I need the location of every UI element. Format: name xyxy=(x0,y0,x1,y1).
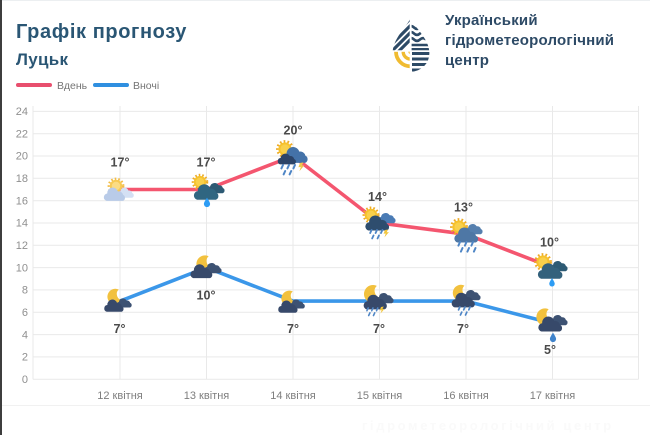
svg-text:24: 24 xyxy=(16,106,28,118)
svg-text:7°: 7° xyxy=(287,322,299,336)
svg-text:10°: 10° xyxy=(540,236,559,250)
svg-text:14°: 14° xyxy=(368,190,387,204)
svg-text:8: 8 xyxy=(22,285,28,297)
svg-text:15 квітня: 15 квітня xyxy=(357,390,403,402)
svg-text:10°: 10° xyxy=(197,289,216,303)
svg-text:4: 4 xyxy=(22,329,28,341)
svg-text:14: 14 xyxy=(16,218,28,230)
svg-text:17°: 17° xyxy=(111,156,130,170)
svg-text:0: 0 xyxy=(22,374,28,386)
svg-text:7°: 7° xyxy=(114,322,126,336)
svg-text:5°: 5° xyxy=(544,343,556,357)
svg-text:17°: 17° xyxy=(197,156,216,170)
svg-text:16 квітня: 16 квітня xyxy=(443,390,489,402)
svg-text:6: 6 xyxy=(22,307,28,319)
svg-text:7°: 7° xyxy=(373,322,385,336)
svg-text:12 квітня: 12 квітня xyxy=(97,390,143,402)
svg-text:22: 22 xyxy=(16,128,28,140)
svg-text:10: 10 xyxy=(16,262,28,274)
svg-text:12: 12 xyxy=(16,240,28,252)
svg-text:14 квітня: 14 квітня xyxy=(270,390,316,402)
svg-text:18: 18 xyxy=(16,173,28,185)
svg-text:2: 2 xyxy=(22,352,28,364)
svg-text:16: 16 xyxy=(16,195,28,207)
svg-text:13°: 13° xyxy=(454,201,473,215)
svg-text:7°: 7° xyxy=(457,322,469,336)
svg-text:20°: 20° xyxy=(284,124,303,138)
svg-text:13 квітня: 13 квітня xyxy=(184,390,230,402)
svg-text:17 квітня: 17 квітня xyxy=(530,390,576,402)
svg-text:20: 20 xyxy=(16,151,28,163)
